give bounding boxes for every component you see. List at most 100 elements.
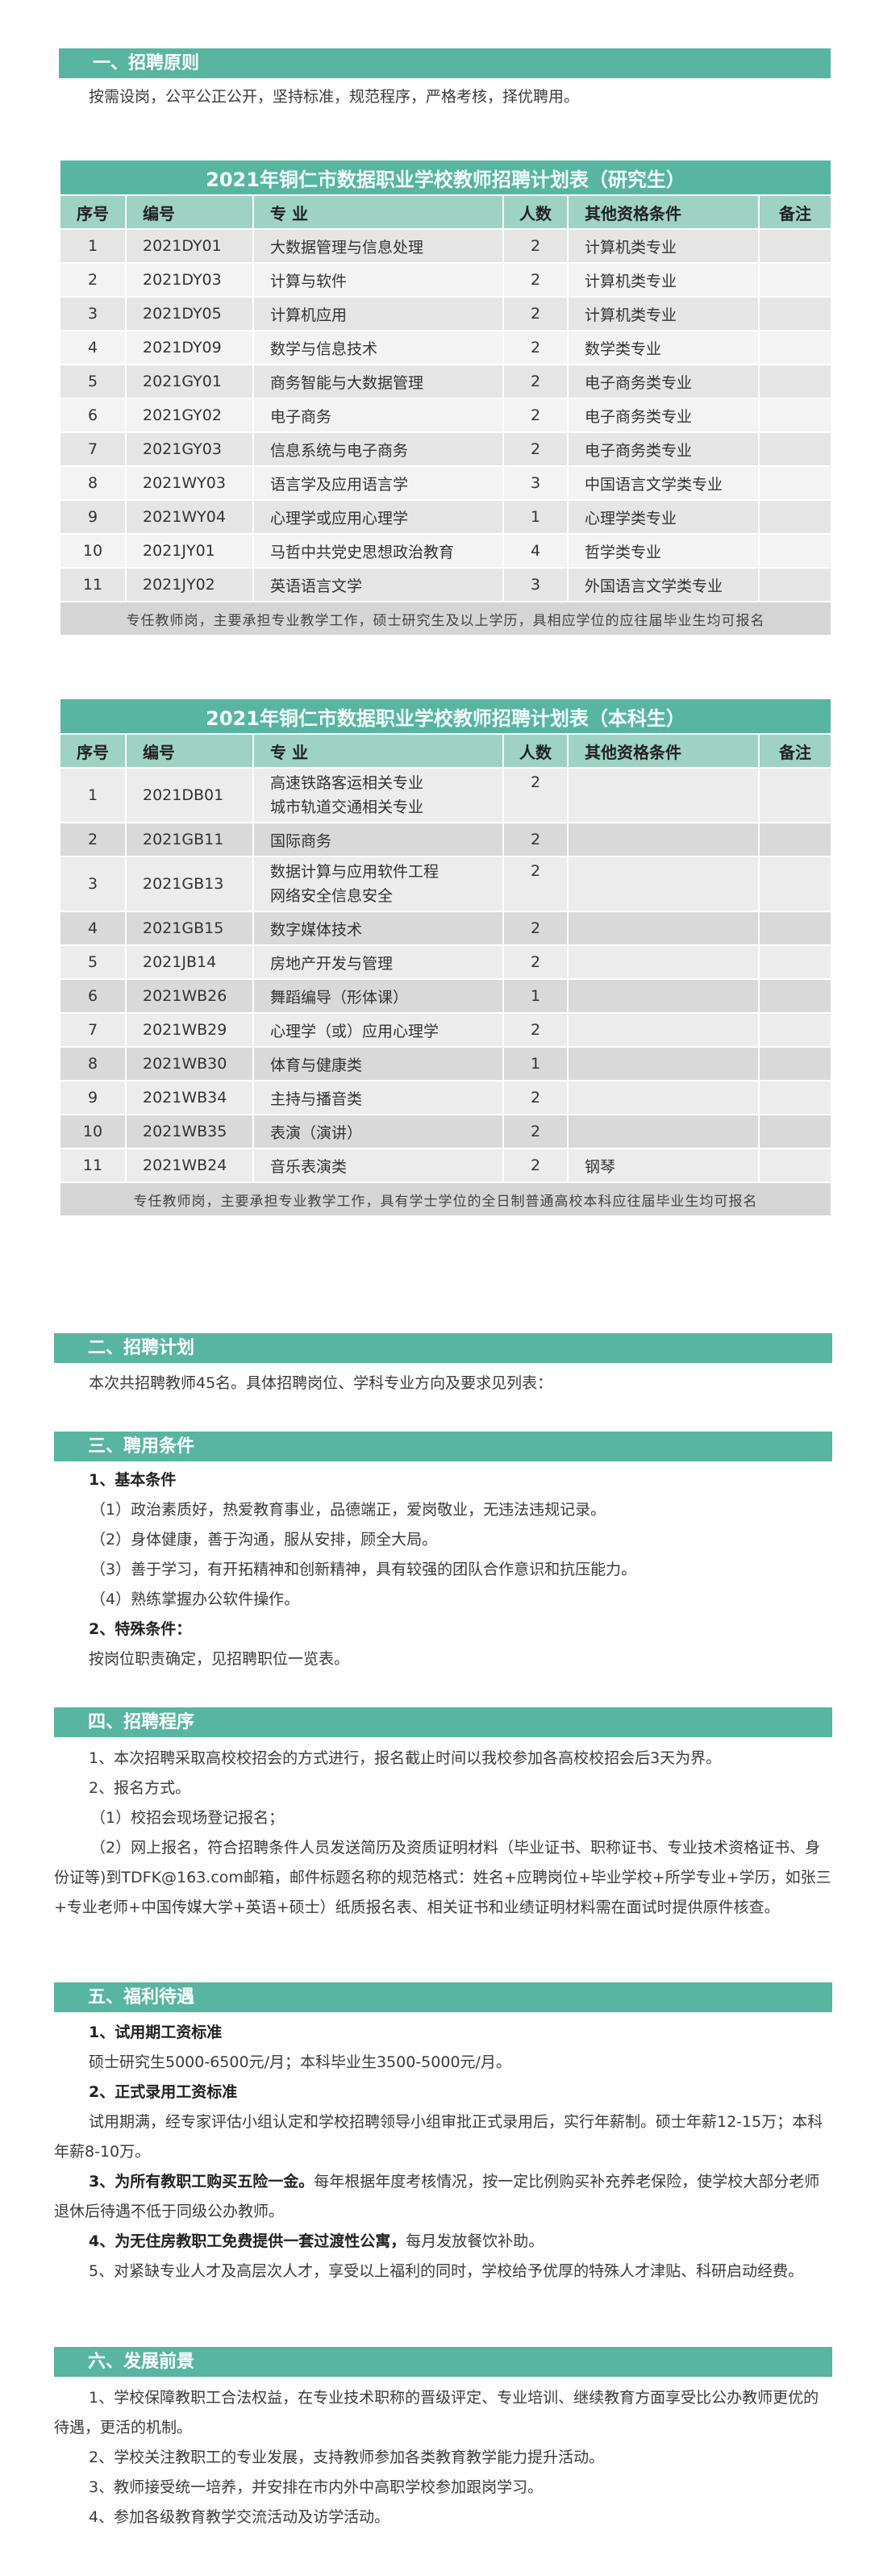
table-row: 8 2021WY03 语言学及应用语言学 3 中国语言文学类专业 bbox=[59, 465, 833, 501]
table-cell: 心理学（或）应用心理学 bbox=[252, 1012, 504, 1048]
table-cell: 2021WY04 bbox=[125, 499, 254, 535]
table-cell bbox=[757, 330, 833, 365]
table-cell: 计算与软件 bbox=[252, 262, 504, 298]
table-cell: 信息系统与电子商务 bbox=[252, 431, 504, 467]
table-cell: 2021WY03 bbox=[125, 465, 254, 501]
table-cell bbox=[757, 228, 833, 264]
table-cell: 2 bbox=[59, 262, 127, 298]
table-row: 7 2021WB29 心理学（或）应用心理学 2 bbox=[59, 1012, 833, 1048]
table-row: 6 2021WB26 舞蹈编导（形体课） 1 bbox=[59, 978, 833, 1014]
prospect-item: 4、参加各级教育教学交流活动及访学活动。 bbox=[89, 2508, 390, 2526]
table-cell bbox=[757, 1080, 833, 1115]
table-cell: 体育与健康类 bbox=[252, 1046, 504, 1082]
table-cell: 商务智能与大数据管理 bbox=[252, 364, 504, 399]
basic-condition-item: （4）熟练掌握办公软件操作。 bbox=[90, 1590, 300, 1608]
table-cell: 2 bbox=[59, 822, 127, 857]
table-cell: 数学与信息技术 bbox=[252, 330, 504, 365]
table-cell: 2 bbox=[502, 1012, 569, 1048]
table-cell: 英语语言文学 bbox=[252, 567, 504, 602]
table-cell bbox=[757, 767, 833, 823]
table-cell: 2021GB13 bbox=[125, 856, 254, 912]
principles-paragraph: 按需设岗，公平公正公开，坚持标准，规范程序，严格考核，择优聘用。 bbox=[89, 88, 580, 106]
special-conditions-heading: 2、特殊条件： bbox=[89, 1620, 192, 1638]
bachelor-plan-table: 2021年铜仁市数据职业学校教师招聘计划表（本科生） 序号 编号专 业人数 其他资格条… bbox=[58, 698, 833, 1217]
table-cell bbox=[567, 856, 760, 912]
table-cell bbox=[757, 398, 833, 433]
table-cell bbox=[757, 499, 833, 535]
table-cell: 9 bbox=[59, 499, 127, 535]
table-cell: 3 bbox=[59, 856, 127, 912]
plan-paragraph: 本次共招聘教师45名。具体招聘岗位、学科专业方向及要求见列表： bbox=[89, 1374, 553, 1392]
table-cell: 2 bbox=[502, 330, 569, 365]
table-cell: 2021JB14 bbox=[125, 944, 254, 980]
table-title-row: 2021年铜仁市数据职业学校教师招聘计划表（研究生） bbox=[58, 159, 833, 196]
procedure-item: 1、本次招聘采取高校校招会的方式进行，报名截止时间以我校参加各高校校招会后3天为… bbox=[89, 1749, 722, 1767]
table-row: 8 2021WB30 体育与健康类 1 bbox=[59, 1046, 833, 1082]
column-header: 编号 bbox=[125, 733, 254, 769]
table-row: 2 2021DY03 计算与软件 2 计算机类专业 bbox=[59, 262, 833, 298]
table-cell: 中国语言文学类专业 bbox=[567, 465, 760, 501]
table-cell bbox=[757, 1148, 833, 1183]
table-footnote-row: 专任教师岗，主要承担专业教学工作，具有学士学位的全日制普通高校本科应往届毕业生均… bbox=[58, 1182, 833, 1217]
table-cell: 大数据管理与信息处理 bbox=[252, 228, 504, 264]
table-cell: 音乐表演类 bbox=[252, 1148, 504, 1183]
table-cell: 10 bbox=[59, 1114, 127, 1149]
column-header: 人数 bbox=[502, 733, 569, 769]
section-header-prospects: 六、发展前景 bbox=[54, 2347, 832, 2377]
table-row: 2 2021GB11 国际商务 2 bbox=[59, 822, 833, 857]
table-cell: 表演（演讲） bbox=[252, 1114, 504, 1149]
table-cell: 马哲中共党史思想政治教育 bbox=[252, 533, 504, 569]
section-header-benefits: 五、福利待遇 bbox=[54, 1982, 832, 2012]
benefit-heading: 1、试用期工资标准 bbox=[89, 2024, 223, 2041]
table-cell: 9 bbox=[59, 1080, 127, 1115]
table-cell: 2 bbox=[502, 262, 569, 298]
table-cell: 钢琴 bbox=[567, 1148, 760, 1183]
prospects-text: 1、学校保障教职工合法权益，在专业技术职称的晋级评定、专业培训、继续教育方面享受… bbox=[54, 2383, 832, 2532]
table-cell: 2 bbox=[502, 398, 569, 433]
table-cell: 2021WB35 bbox=[125, 1114, 254, 1149]
table-cell bbox=[757, 262, 833, 298]
table-cell: 5 bbox=[59, 364, 127, 399]
table-cell: 2021WB30 bbox=[125, 1046, 254, 1082]
table-cell: 2021GY03 bbox=[125, 431, 254, 467]
benefit-heading: 3、为所有教职工购买五险一金。 bbox=[89, 2173, 315, 2190]
basic-condition-item: （2）身体健康，善于沟通，服从安排，顾全大局。 bbox=[90, 1531, 438, 1549]
table-cell bbox=[567, 1114, 760, 1149]
table-cell: 计算机类专业 bbox=[567, 262, 760, 298]
graduate-plan-table: 2021年铜仁市数据职业学校教师招聘计划表（研究生） 序号 编号专 业人数 其他资格条… bbox=[58, 159, 833, 636]
table-cell: 4 bbox=[502, 533, 569, 569]
table-row: 3 2021DY05 计算机应用 2 计算机类专业 bbox=[59, 296, 833, 331]
table-cell bbox=[567, 1046, 760, 1082]
benefit-text: 每月发放餐饮补助。 bbox=[406, 2232, 544, 2250]
table-cell: 1 bbox=[59, 767, 127, 823]
table-cell: 主持与播音类 bbox=[252, 1080, 504, 1115]
table-cell: 2021WB26 bbox=[125, 978, 254, 1014]
table-cell: 2 bbox=[502, 1114, 569, 1149]
section-header-principles: 一、招聘原则 bbox=[59, 48, 831, 78]
table-row: 3 2021GB13 数据计算与应用软件工程 网络安全信息安全 2 bbox=[59, 856, 833, 912]
table-cell: 2021GB15 bbox=[125, 911, 254, 946]
section-header-procedure: 四、招聘程序 bbox=[54, 1707, 832, 1737]
table-cell bbox=[757, 431, 833, 467]
column-header: 其他资格条件 bbox=[567, 194, 760, 230]
table-row: 10 2021WB35 表演（演讲） 2 bbox=[59, 1114, 833, 1149]
table-header-row: 序号 编号专 业人数 其他资格条件 备注 bbox=[59, 194, 833, 230]
table-cell bbox=[757, 856, 833, 912]
table-cell: 4 bbox=[59, 330, 127, 365]
table-cell: 数据计算与应用软件工程 网络安全信息安全 bbox=[252, 856, 504, 912]
table-row: 11 2021WB24 音乐表演类 2 钢琴 bbox=[59, 1148, 833, 1183]
table-cell: 2021DY03 bbox=[125, 262, 254, 298]
table-cell: 2 bbox=[502, 1148, 569, 1183]
table-cell: 2 bbox=[502, 431, 569, 467]
table-cell: 7 bbox=[59, 1012, 127, 1048]
procedure-text: 1、本次招聘采取高校校招会的方式进行，报名截止时间以我校参加各高校校招会后3天为… bbox=[54, 1744, 832, 1923]
benefits-text: 1、试用期工资标准 硕士研究生5000-6500元/月；本科毕业生3500-50… bbox=[54, 2018, 832, 2286]
table-cell: 5 bbox=[59, 944, 127, 980]
table-cell: 8 bbox=[59, 1046, 127, 1082]
table-cell: 2021JY01 bbox=[125, 533, 254, 569]
basic-condition-item: （3）善于学习，有开拓精神和创新精神，具有较强的团队合作意识和抗压能力。 bbox=[90, 1561, 637, 1578]
table-cell: 电子商务类专业 bbox=[567, 398, 760, 433]
table-cell: 房地产开发与管理 bbox=[252, 944, 504, 980]
table-title: 2021年铜仁市数据职业学校教师招聘计划表（本科生） bbox=[58, 698, 833, 735]
table-cell: 10 bbox=[59, 533, 127, 569]
